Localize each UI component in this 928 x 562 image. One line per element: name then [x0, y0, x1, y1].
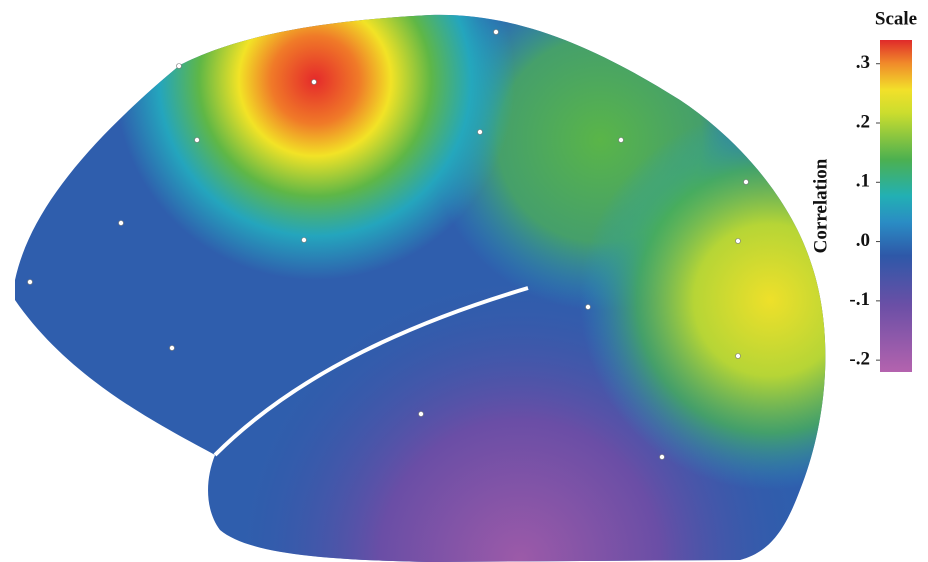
tick-label: .0 — [856, 230, 870, 251]
colorbar — [880, 40, 912, 372]
sylvian-fissure — [213, 286, 529, 457]
electrodes — [27, 29, 749, 460]
tick-label: -.1 — [849, 289, 870, 310]
colorbar-label: Correlation — [810, 158, 831, 253]
tick-label: .3 — [856, 52, 870, 73]
tick-label: -.2 — [849, 349, 870, 370]
tick-label: .1 — [856, 171, 870, 192]
brain-map — [15, 14, 826, 562]
tick-label: .2 — [856, 111, 870, 132]
colorbar-title: Scale — [875, 8, 917, 29]
